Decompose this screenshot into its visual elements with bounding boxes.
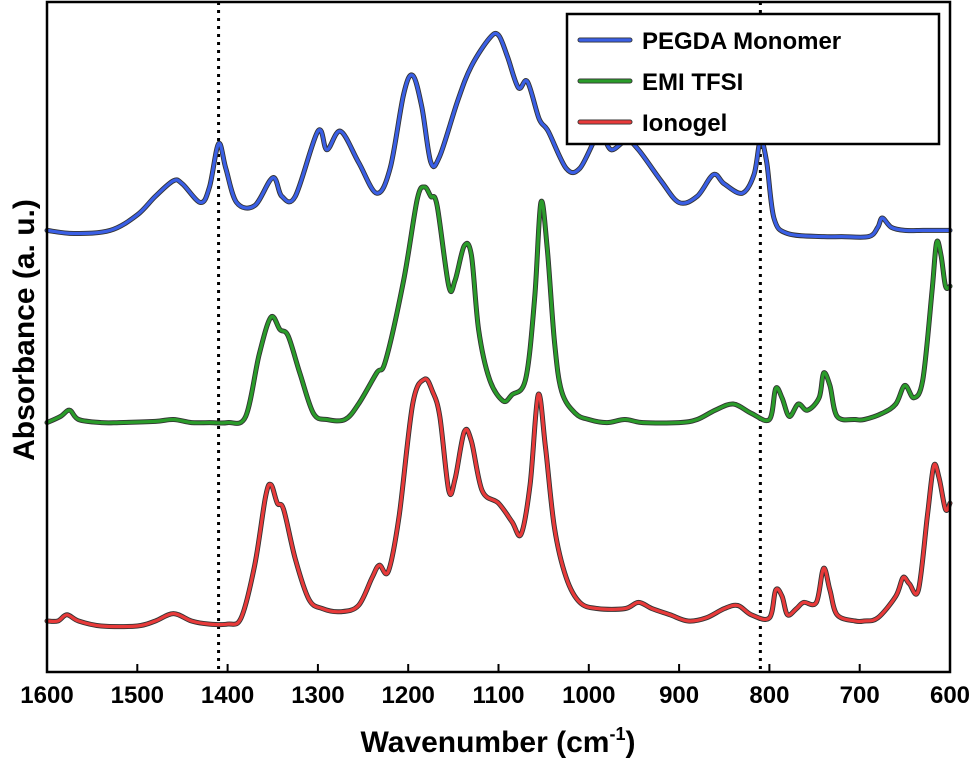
x-tick-label-0: 1600 [20,682,73,709]
x-axis: 1600 1500 1400 1300 1200 1100 1000 900 800 700 600 [20,664,970,709]
legend-label-2: Ionogel [642,110,727,137]
x-tick-label-10: 600 [930,682,970,709]
series-outline-1 [44,184,953,426]
x-tick-label-7: 900 [659,682,699,709]
legend: PEGDA Monomer EMI TFSI Ionogel [565,12,941,146]
y-axis-title: Absorbance (a. u.) [8,199,41,461]
series-layer [44,30,953,630]
series-line-2 [45,377,952,629]
x-tick-label-8: 800 [749,682,789,709]
series-line-1 [45,185,952,425]
legend-label-0: PEGDA Monomer [642,28,841,55]
x-axis-title: Wavenumber (cm-1) [361,724,636,759]
legend-items: PEGDA Monomer EMI TFSI Ionogel [577,28,841,137]
x-tick-label-3: 1300 [291,682,344,709]
legend-label-1: EMI TFSI [642,69,743,96]
x-tick-label-2: 1400 [201,682,254,709]
x-tick-label-4: 1200 [382,682,435,709]
x-tick-label-5: 1100 [472,682,524,709]
series-line-0 [45,31,952,239]
x-tick-label-9: 700 [840,682,880,709]
x-tick-label-6: 1000 [562,682,615,709]
x-tick-label-1: 1500 [111,682,164,709]
